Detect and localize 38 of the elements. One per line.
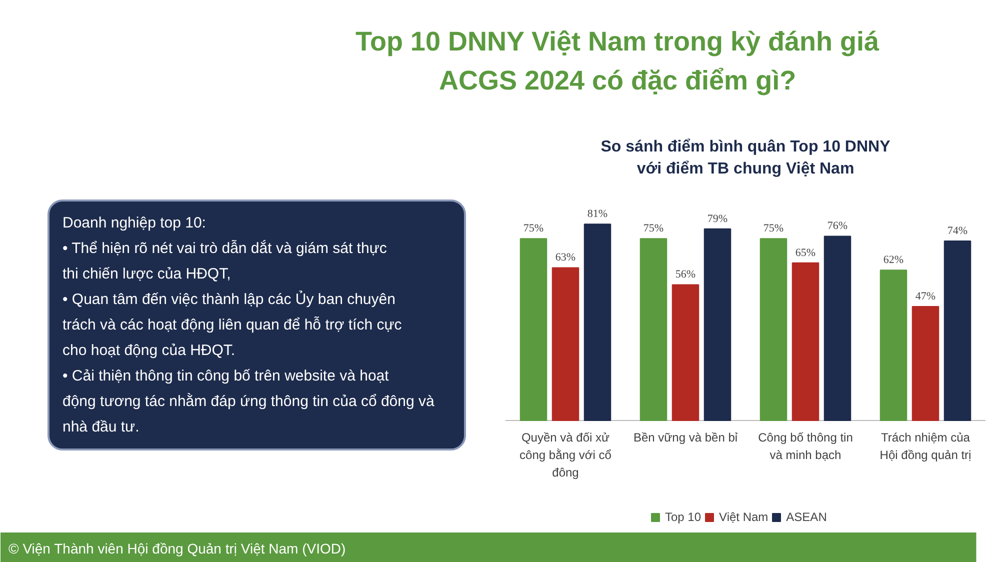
data-label: 65% [795,246,816,259]
text: © Viện Thành viên Hội đồng Quản trị Việt Nam (VIOD) [8,540,346,556]
bar [704,228,732,421]
data-label: 63% [555,252,576,264]
bar [944,240,972,421]
bar [880,270,908,421]
data-label: 75% [763,222,784,235]
text: Doanh nghiệp top 10: [62,214,206,232]
x-tick-label: Bền vững và bền bỉ [633,430,738,444]
data-label: 56% [675,268,696,281]
bar [760,238,788,421]
bar [912,306,940,421]
legend-label: Việt Nam [719,510,768,524]
data-label: 76% [827,220,848,232]
bar [520,238,548,421]
text: • Cải thiện thông tin công bố trên website và hoạt động tương tác nhằm đáp ứng thông tin của cổ đông và nhà đầu tư. [62,368,435,436]
bar [584,224,612,421]
x-tick-label: Quyền và đối xử công bằng với cổ đông [520,430,612,480]
data-label: 47% [915,290,936,303]
text: • Quan tâm đến việc thành lập các Ủy ban chuyên trách và các hoạt động liên quan để hỗ trợ tích cực cho hoạt động của HĐQT. [62,290,402,359]
x-tick-label: Trách nhiệm của Hội đồng quản trị [880,430,972,462]
data-label: 81% [587,208,608,220]
bar [640,238,668,421]
bar [672,284,700,421]
text: • Thể hiện rõ nét vai trò dẫn dắt và giám sát thực thi chiến lược của HĐQT, [62,239,388,282]
chart-title: So sánh điểm bình quân Top 10 DNNY với điểm TB chung Việt Nam [600,138,891,178]
data-label: 74% [947,225,968,238]
bar [552,267,580,421]
legend-label: ASEAN [786,510,827,524]
data-label: 79% [707,212,728,225]
data-label: 62% [883,254,904,266]
data-label: 75% [643,222,664,235]
legend-label: Top 10 [665,510,702,524]
text: Top 10 DNNY Việt Nam trong kỳ đánh giá ACGS 2024 có đặc điểm gì? [355,26,880,96]
bar [824,236,852,421]
bar [792,262,820,421]
x-tick-label: Công bố thông tin và minh bạch [758,430,853,462]
data-label: 75% [523,222,544,235]
